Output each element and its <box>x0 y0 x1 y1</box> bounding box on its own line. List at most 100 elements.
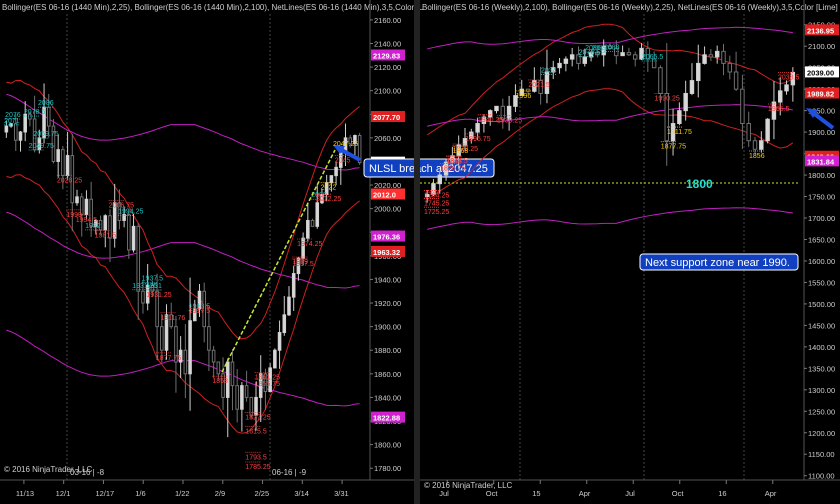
l-candle-body <box>127 214 131 251</box>
r-netline-label: 2038.5 <box>778 75 800 82</box>
l-price-tag-text: 1822.88 <box>373 414 400 423</box>
r-candle-body <box>721 50 726 64</box>
l-candle-body <box>84 198 89 216</box>
l-candle-body <box>263 373 268 393</box>
l-y-tick: 2160.00 <box>374 16 401 25</box>
r-candle-body <box>765 118 770 142</box>
l-netline-label: 1957.5 <box>292 261 314 268</box>
l-x-tick: 12/1 <box>56 489 71 498</box>
l-netline-label: 1931 <box>146 283 162 290</box>
l-price-tag <box>371 188 405 200</box>
l-price-tag-text: 2077.70 <box>373 113 400 122</box>
l-candle-body <box>4 125 9 133</box>
l-candle-body <box>230 361 235 387</box>
r-y-tick: 1450.00 <box>808 321 835 330</box>
l-price-tag-text: 1976.36 <box>373 233 400 242</box>
l-candle-body <box>249 396 254 416</box>
left-chart-panel[interactable]: Bollinger(ES 06-16 (1440 Min),2,25), Bol… <box>0 0 495 504</box>
l-candle-body <box>329 175 334 184</box>
left-nlsl-callout: NLSL breach at 2047.25 <box>333 145 495 178</box>
r-candle-body <box>778 90 783 103</box>
r-netline-label: 1877.75 <box>661 144 686 151</box>
right-1800-label: 1800 <box>686 177 713 191</box>
r-candle-body <box>771 101 777 120</box>
r-y-tick: 1700.00 <box>808 214 835 223</box>
l-candle-body <box>287 296 291 316</box>
l-candle-body <box>353 135 357 145</box>
l-candle-body <box>75 196 79 204</box>
left-chart-header: Bollinger(ES 06-16 (1440 Min),2,25), Bol… <box>2 3 424 12</box>
l-band-line <box>6 174 360 434</box>
r-candle-body <box>746 123 751 142</box>
r-candle-body <box>487 110 493 118</box>
r-band-line <box>427 207 793 230</box>
l-candle-body <box>244 385 249 398</box>
r-x-tick: 16 <box>718 489 726 498</box>
l-netline-label: 1877.75 <box>156 355 181 362</box>
left-footer-copyright: © 2016 NinjaTrader, LLC <box>4 465 93 474</box>
r-candle-body <box>601 45 606 56</box>
r-candle-body <box>424 193 430 198</box>
l-candle-body <box>315 202 320 227</box>
left-x-axis: 11/13 12/1 12/17 1/6 1/22 2/9 2/25 3/14 3/31 <box>16 480 349 498</box>
r-price-tag-text: 1831.84 <box>807 157 835 166</box>
r-band-line <box>427 104 793 127</box>
r-candle-body <box>576 54 581 64</box>
l-candle-body <box>301 237 305 259</box>
r-netline-label: 1996 <box>516 93 532 100</box>
l-candle-body <box>32 118 37 151</box>
r-candle-body <box>614 47 619 57</box>
l-candle-body <box>225 361 230 398</box>
r-y-tick: 1650.00 <box>808 235 835 244</box>
l-price-tag <box>371 110 405 122</box>
r-netline-label: 2086 <box>585 45 601 52</box>
r-candle-body <box>645 47 651 60</box>
r-candle-body <box>683 92 688 112</box>
l-candle-body <box>155 290 159 328</box>
left-contract-label-2: 06-16 | -9 <box>272 468 307 477</box>
r-candle-body <box>475 123 480 133</box>
r-candle-body <box>620 52 625 57</box>
r-candle-body <box>651 58 657 69</box>
r-candle-body <box>727 62 733 73</box>
l-netline-label: 1994.25 <box>118 208 143 215</box>
r-candle-body <box>708 54 714 58</box>
l-candle-body <box>197 290 202 310</box>
l-x-tick: 3/31 <box>334 489 349 498</box>
l-candle-body <box>268 367 272 393</box>
l-band-line <box>6 79 360 340</box>
r-y-tick: 1550.00 <box>808 278 835 287</box>
r-candle-body <box>519 88 524 97</box>
r-netline-label: 2085 <box>591 46 607 53</box>
l-netline-label: 1931.25 <box>132 283 157 290</box>
right-footer-copyright: © 2016 NinjaTrader, LLC <box>424 481 513 490</box>
l-netline-label: 2059.75 <box>33 131 58 138</box>
l-netline-label: 1858 <box>212 378 228 385</box>
right-chart-panel[interactable]: Bollinger(ES 06-16 (Weekly),2,100), Boll… <box>420 0 840 498</box>
r-netline-label: 1844.5 <box>446 158 468 165</box>
r-x-tick: Oct <box>672 489 685 498</box>
r-candle-body <box>525 88 531 92</box>
l-candle-body <box>183 349 188 375</box>
l-candle-body <box>273 349 277 369</box>
l-x-tick: 11/13 <box>16 489 34 498</box>
l-candle-body <box>51 125 56 162</box>
l-y-tick: 2140.00 <box>374 39 401 48</box>
l-y-tick: 1920.00 <box>374 299 401 308</box>
r-netline-label: 1990.25 <box>654 95 679 102</box>
l-candle-body <box>98 219 103 231</box>
l-x-tick: 12/17 <box>95 489 114 498</box>
l-candle-body <box>334 166 338 177</box>
r-x-tick: Jul <box>439 489 449 498</box>
l-y-tick: 2000.00 <box>374 205 401 214</box>
r-netline-label: 2088 <box>604 44 620 51</box>
right-chart-header: Bollinger(ES 06-16 (Weekly),2,100), Boll… <box>422 3 838 12</box>
l-candle-body <box>221 373 225 398</box>
l-netline-label: 1931.25 <box>146 292 171 299</box>
r-netline-label: 1868 <box>453 148 469 155</box>
l-netline-label: 1827.25 <box>245 414 270 421</box>
l-candle-body <box>178 349 183 363</box>
panel-divider[interactable] <box>414 0 420 504</box>
